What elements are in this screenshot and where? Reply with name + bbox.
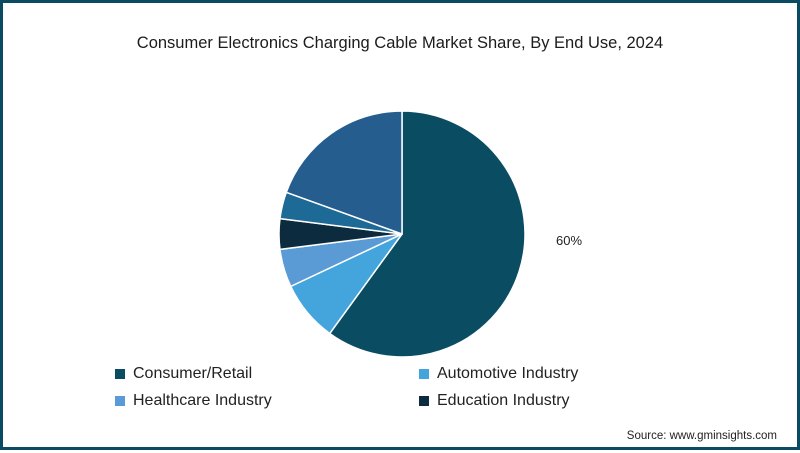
legend-item-consumer-retail: Consumer/Retail	[115, 365, 252, 383]
pie-chart	[278, 110, 526, 358]
legend-swatch-icon	[419, 369, 429, 379]
legend-label: Consumer/Retail	[133, 365, 253, 382]
legend-label: Automotive Industry	[437, 365, 579, 382]
legend-swatch-icon	[115, 396, 125, 406]
legend-item-automotive: Automotive Industry	[419, 365, 578, 383]
legend-label: Education Industry	[437, 392, 570, 409]
legend-swatch-icon	[419, 396, 429, 406]
chart-title: Consumer Electronics Charging Cable Mark…	[136, 34, 664, 52]
legend-swatch-icon	[115, 369, 125, 379]
legend-label: Healthcare Industry	[133, 392, 272, 409]
pie-slice	[285, 110, 403, 236]
pie-slice	[328, 110, 526, 358]
source-note: Source: www.gminsights.com	[626, 430, 777, 442]
legend-item-education: Education Industry	[419, 392, 570, 410]
slice-label-consumer-retail: 60%	[556, 233, 583, 248]
legend-item-healthcare: Healthcare Industry	[115, 392, 272, 410]
